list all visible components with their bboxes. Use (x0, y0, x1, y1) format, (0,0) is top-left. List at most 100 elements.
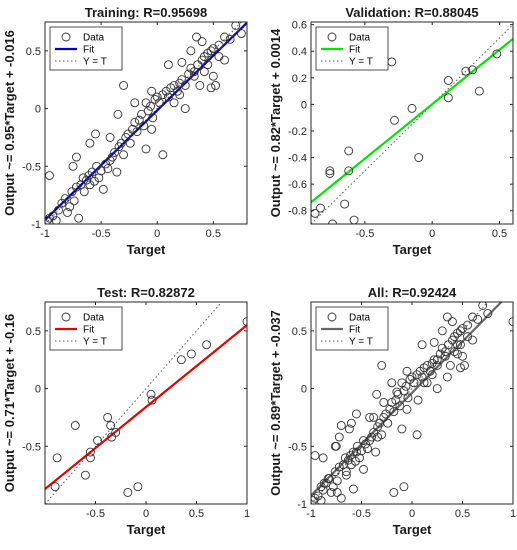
test-legend-data-marker (61, 312, 71, 322)
training-data-point (134, 115, 144, 125)
test-legend-label: Data (83, 313, 105, 324)
all-data-point (389, 488, 399, 497)
all-data-point (373, 432, 383, 442)
all-xtick-label: 0.5 (455, 508, 470, 520)
validation-data-point (325, 166, 335, 176)
training-xtick-label: 0 (154, 228, 160, 240)
test-ylabel: Output ~= 0.71*Target + -0.16 (2, 314, 17, 493)
all-xlabel: Target (393, 522, 432, 537)
training-data-point (65, 202, 75, 212)
all-data-point (453, 328, 462, 338)
training-xtick-label: 0.5 (206, 228, 221, 240)
training-data-point (107, 152, 117, 162)
all-data-point (332, 476, 342, 486)
test-data-point (106, 421, 116, 430)
training-data-point (45, 216, 52, 224)
all-xtick-label: -0.5 (352, 508, 371, 520)
training-data-point (150, 94, 160, 104)
all-data-point (440, 351, 450, 361)
all-data-point (473, 314, 483, 324)
training-data-point (214, 40, 224, 50)
validation-ytick-label: -0.8 (288, 206, 307, 218)
training-data-point (211, 81, 221, 90)
test-fit-line (45, 324, 247, 490)
all-data-point (468, 312, 478, 322)
training-data-point (87, 167, 97, 177)
all-data-point (442, 372, 452, 382)
training-data-point (203, 48, 213, 58)
training-data-point (141, 98, 151, 108)
all-data-point (478, 302, 488, 310)
test-data-point (133, 482, 143, 492)
training-data-point (89, 176, 99, 186)
all-xtick-label: 0 (409, 508, 415, 520)
training-data-point (128, 124, 137, 134)
training-data-point (169, 98, 179, 108)
training-data-point (147, 86, 157, 96)
validation-data-point (349, 215, 359, 224)
training-data-point (57, 198, 67, 208)
training-data-point (54, 205, 63, 215)
training-data-point (51, 216, 61, 224)
test-xtick-label: -0.5 (86, 508, 105, 520)
training-data-point (143, 106, 153, 116)
test-ytick-label: 0 (35, 384, 41, 396)
all-ytick-label: -1 (297, 499, 307, 511)
validation-data-point (390, 115, 399, 125)
all-data-point (447, 317, 457, 327)
all-data-point (357, 446, 366, 456)
test-data-point (52, 453, 62, 463)
training-data-point (123, 129, 133, 139)
test-data-point (50, 482, 60, 492)
training-data-point (125, 138, 135, 148)
all-data-point (355, 453, 364, 463)
validation-data-point (474, 86, 484, 96)
validation-data-point (468, 65, 478, 75)
all-data-point (346, 418, 356, 428)
test-data-point (80, 470, 90, 480)
all-data-point (359, 436, 368, 445)
all-data-point (429, 355, 439, 365)
all-data-point (463, 332, 472, 342)
training-data-point (71, 152, 81, 162)
validation-legend-label: Data (349, 33, 371, 44)
training-data-point (197, 37, 207, 47)
training-data-point (130, 117, 140, 127)
all-data-point (316, 482, 326, 492)
training-data-point (119, 81, 129, 90)
all-data-point (427, 370, 437, 380)
training-data-point (71, 182, 81, 192)
all-data-point (341, 470, 351, 480)
all-data-point (363, 444, 373, 454)
all-ytick-label: -0.5 (288, 441, 307, 453)
all-xtick-label: 1 (510, 508, 516, 520)
training-data-point (195, 81, 205, 90)
training-data-point (96, 166, 106, 176)
all-data-point (318, 453, 328, 463)
test-data-point (123, 488, 133, 497)
all-data-point (340, 453, 350, 463)
training-data-point (146, 101, 155, 111)
test-legend-label: Fit (83, 325, 94, 336)
all-data-point (437, 326, 447, 336)
all-data-point (344, 424, 354, 434)
test-data-point (85, 447, 95, 457)
test-data-point (93, 436, 102, 445)
training-data-point (180, 104, 190, 114)
all-data-point (332, 488, 342, 497)
all-data-point (313, 491, 323, 501)
test-plot: -0.5 0 0.5 1 -0.5 0 0.5 Test: R=0.82872 Target Ou… (2, 285, 250, 537)
validation-data-point (407, 103, 417, 113)
all-data-point (334, 432, 344, 442)
all-data-point (323, 474, 333, 484)
training-ytick-label: 0 (35, 104, 41, 116)
all-data-point (445, 361, 455, 370)
test-legend-label: Y = T (83, 337, 107, 348)
validation-axes-box (310, 21, 514, 225)
training-data-point (206, 83, 216, 93)
training-data-point (236, 29, 246, 38)
validation-ytick-label: -0.4 (288, 153, 307, 165)
